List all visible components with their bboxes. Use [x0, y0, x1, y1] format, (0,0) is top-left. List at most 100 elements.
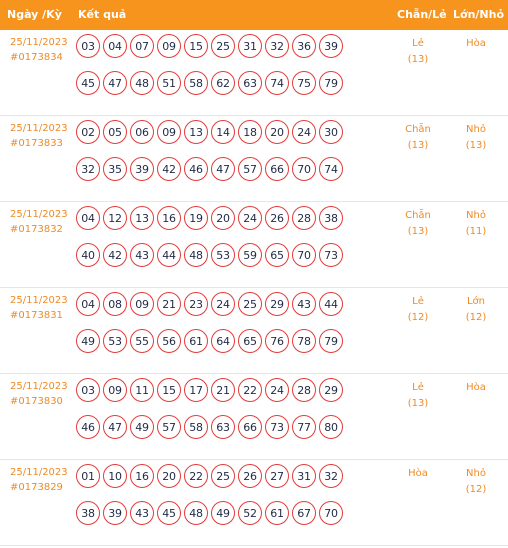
draw-code-link[interactable]: #0173830 — [10, 396, 63, 407]
number-ball: 36 — [292, 34, 316, 58]
number-ball: 38 — [76, 501, 100, 525]
number-ball: 06 — [130, 120, 154, 144]
big-small-result: Lớn (12) — [448, 294, 504, 326]
even-odd-result: Lẻ (13) — [390, 380, 446, 412]
number-ball: 53 — [211, 243, 235, 267]
number-ball: 39 — [319, 34, 343, 58]
number-ball: 39 — [103, 501, 127, 525]
even-odd-result: Chẵn (13) — [390, 208, 446, 240]
number-ball: 09 — [157, 34, 181, 58]
number-ball: 20 — [265, 120, 289, 144]
number-ball: 19 — [184, 206, 208, 230]
number-ball: 59 — [238, 243, 262, 267]
number-row: 01 10 16 20 22 25 26 27 31 32 — [76, 464, 366, 489]
number-ball: 05 — [103, 120, 127, 144]
number-ball: 67 — [292, 501, 316, 525]
number-ball: 23 — [184, 292, 208, 316]
number-ball: 73 — [319, 243, 343, 267]
number-ball: 28 — [292, 206, 316, 230]
header-big-small: Lớn/Nhỏ — [453, 8, 505, 21]
number-row: 38 39 43 45 48 49 52 61 67 70 — [76, 501, 366, 526]
number-ball: 04 — [76, 292, 100, 316]
number-ball: 51 — [157, 71, 181, 95]
number-ball: 26 — [265, 206, 289, 230]
result-numbers: 03 09 11 15 17 21 22 24 28 29 46 47 49 57 58 63 66 73 77 80 — [76, 378, 366, 452]
number-ball: 21 — [157, 292, 181, 316]
number-ball: 74 — [265, 71, 289, 95]
number-ball: 16 — [130, 464, 154, 488]
draw-code-link[interactable]: #0173833 — [10, 138, 63, 149]
number-ball: 15 — [184, 34, 208, 58]
big-small-count: (13) — [465, 140, 487, 151]
number-ball: 12 — [103, 206, 127, 230]
number-ball: 57 — [157, 415, 181, 439]
even-odd-label: Lẻ — [412, 38, 424, 49]
number-ball: 10 — [103, 464, 127, 488]
draw-date: 25/11/2023 — [10, 123, 68, 134]
table-header: Ngày /Kỳ Kết quả Chẵn/Lẻ Lớn/Nhỏ — [0, 0, 508, 30]
number-ball: 02 — [76, 120, 100, 144]
number-ball: 62 — [211, 71, 235, 95]
number-ball: 32 — [319, 464, 343, 488]
number-ball: 30 — [319, 120, 343, 144]
big-small-result: Nhỏ (13) — [448, 122, 504, 154]
big-small-count: (11) — [465, 226, 487, 237]
number-ball: 38 — [319, 206, 343, 230]
number-row: 03 09 11 15 17 21 22 24 28 29 — [76, 378, 366, 403]
number-ball: 70 — [292, 243, 316, 267]
draw-date: 25/11/2023 — [10, 37, 68, 48]
number-ball: 77 — [292, 415, 316, 439]
big-small-label: Hòa — [466, 382, 486, 393]
even-odd-result: Lẻ (13) — [390, 36, 446, 68]
number-ball: 01 — [76, 464, 100, 488]
number-ball: 66 — [265, 157, 289, 181]
draw-date: 25/11/2023 — [10, 467, 68, 478]
number-ball: 43 — [130, 501, 154, 525]
number-ball: 64 — [211, 329, 235, 353]
number-ball: 66 — [238, 415, 262, 439]
even-odd-result: Chẵn (13) — [390, 122, 446, 154]
number-row: 32 35 39 42 46 47 57 66 70 74 — [76, 157, 366, 182]
even-odd-count: (13) — [407, 398, 429, 409]
number-ball: 43 — [292, 292, 316, 316]
table-row: 25/11/2023 #0173834 03 04 07 09 15 25 31 32 36 39 45… — [0, 30, 508, 116]
even-odd-count: (13) — [407, 226, 429, 237]
number-ball: 47 — [211, 157, 235, 181]
number-ball: 65 — [265, 243, 289, 267]
draw-code-link[interactable]: #0173832 — [10, 224, 63, 235]
even-odd-result: Lẻ (12) — [390, 294, 446, 326]
number-ball: 32 — [76, 157, 100, 181]
number-ball: 73 — [265, 415, 289, 439]
number-ball: 24 — [265, 378, 289, 402]
number-ball: 22 — [184, 464, 208, 488]
number-ball: 13 — [130, 206, 154, 230]
number-ball: 08 — [103, 292, 127, 316]
even-odd-label: Lẻ — [412, 382, 424, 393]
draw-date: 25/11/2023 — [10, 295, 68, 306]
big-small-result: Nhỏ (12) — [448, 466, 504, 498]
draw-code-link[interactable]: #0173834 — [10, 52, 63, 63]
draw-date: 25/11/2023 — [10, 381, 68, 392]
number-ball: 21 — [211, 378, 235, 402]
number-ball: 47 — [103, 71, 127, 95]
big-small-result: Hòa — [448, 36, 504, 52]
even-odd-count: (13) — [407, 140, 429, 151]
number-ball: 48 — [184, 501, 208, 525]
number-ball: 16 — [157, 206, 181, 230]
number-ball: 55 — [130, 329, 154, 353]
number-ball: 20 — [211, 206, 235, 230]
number-row: 04 12 13 16 19 20 24 26 28 38 — [76, 206, 366, 231]
number-ball: 07 — [130, 34, 154, 58]
number-ball: 04 — [76, 206, 100, 230]
draw-code-link[interactable]: #0173829 — [10, 482, 63, 493]
draw-code-link[interactable]: #0173831 — [10, 310, 63, 321]
number-ball: 14 — [211, 120, 235, 144]
number-ball: 76 — [265, 329, 289, 353]
result-numbers: 01 10 16 20 22 25 26 27 31 32 38 39 43 45 48 49 52 61 67 70 — [76, 464, 366, 538]
number-ball: 44 — [319, 292, 343, 316]
number-ball: 04 — [103, 34, 127, 58]
big-small-label: Lớn — [466, 296, 486, 307]
number-ball: 63 — [238, 71, 262, 95]
number-ball: 29 — [265, 292, 289, 316]
